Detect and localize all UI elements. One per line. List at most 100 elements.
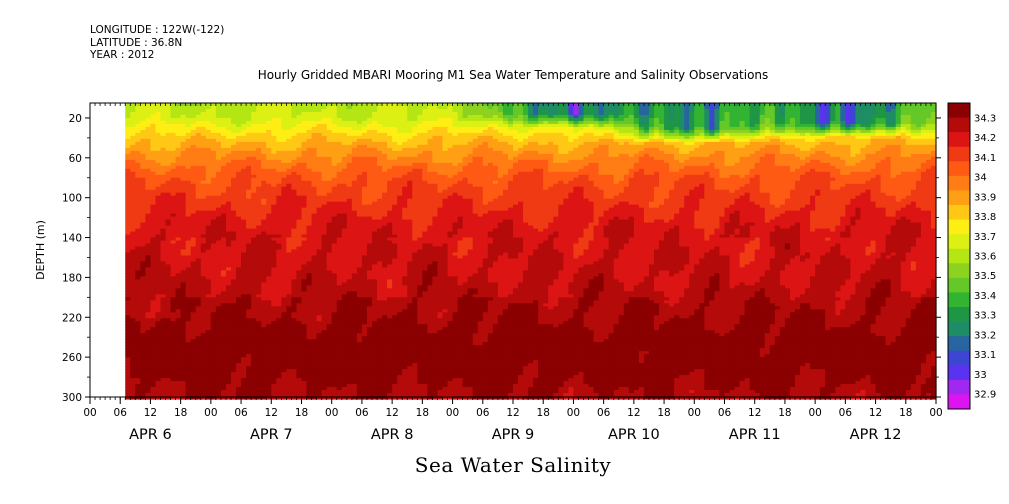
heatmap-cell xyxy=(125,366,131,370)
heatmap-cell xyxy=(130,345,136,349)
heatmap-cell xyxy=(165,186,172,191)
heatmap-cell xyxy=(175,180,182,185)
heatmap-cell xyxy=(170,210,177,215)
heatmap-cell xyxy=(135,282,141,286)
heatmap-cell xyxy=(170,174,177,179)
heatmap-cell xyxy=(140,321,146,325)
heatmap-cell xyxy=(130,303,136,307)
heatmap-cell xyxy=(155,384,162,388)
heatmap-cell xyxy=(155,225,162,230)
heatmap-cell xyxy=(135,117,141,122)
heatmap-cell xyxy=(140,396,146,400)
heatmap-cell xyxy=(175,393,182,397)
heatmap-cell xyxy=(145,219,152,224)
heatmap-cell xyxy=(185,105,192,110)
heatmap-cell xyxy=(190,249,197,254)
heatmap-cell xyxy=(145,282,152,286)
heatmap-cell xyxy=(135,261,141,266)
heatmap-cell xyxy=(165,180,172,185)
heatmap-cell xyxy=(145,297,152,301)
heatmap-cell xyxy=(155,240,162,245)
heatmap-cell xyxy=(135,384,141,388)
heatmap-cell xyxy=(165,198,172,203)
heatmap-cell xyxy=(160,126,167,131)
heatmap-cell xyxy=(130,156,136,161)
heatmap-cell xyxy=(130,192,136,197)
heatmap-cell xyxy=(155,204,162,209)
heatmap-cell xyxy=(165,372,172,376)
heatmap-cell xyxy=(135,159,141,164)
heatmap-cell xyxy=(150,138,157,143)
heatmap-cell xyxy=(160,369,167,373)
heatmap-cell xyxy=(195,312,202,316)
heatmap-cell xyxy=(180,144,187,149)
heatmap-cell xyxy=(185,333,192,337)
heatmap-cell xyxy=(125,282,131,286)
heatmap-cell xyxy=(175,174,182,179)
heatmap-cell xyxy=(150,192,157,197)
heatmap-cell xyxy=(155,150,162,155)
heatmap-cell xyxy=(140,237,146,242)
heatmap-cell xyxy=(150,225,157,230)
heatmap-cell xyxy=(190,339,197,343)
heatmap-cell xyxy=(135,270,141,275)
heatmap-cell xyxy=(130,372,136,376)
heatmap-cell xyxy=(160,234,167,239)
heatmap-cell xyxy=(195,144,202,149)
heatmap-cell xyxy=(125,132,131,137)
heatmap-cell xyxy=(150,135,157,140)
heatmap-cell xyxy=(130,174,136,179)
heatmap-cell xyxy=(185,336,192,340)
heatmap-cell xyxy=(195,366,202,370)
heatmap-cell xyxy=(125,291,131,295)
heatmap-cell xyxy=(135,330,141,334)
heatmap-cell xyxy=(125,180,131,185)
heatmap-cell xyxy=(135,216,141,221)
heatmap-cell xyxy=(155,294,162,298)
heatmap-cell xyxy=(185,111,192,116)
heatmap-cell xyxy=(135,207,141,212)
heatmap-cell xyxy=(190,228,197,233)
heatmap-cell xyxy=(140,138,146,143)
heatmap-cell xyxy=(135,105,141,110)
heatmap-cell xyxy=(165,246,172,251)
heatmap-cell xyxy=(185,324,192,328)
heatmap-cell xyxy=(125,108,131,113)
heatmap-cell xyxy=(175,276,182,280)
heatmap-cell xyxy=(175,108,182,113)
heatmap-cell xyxy=(170,237,177,242)
heatmap-cell xyxy=(160,225,167,230)
heatmap-cell xyxy=(195,261,202,266)
heatmap-cell xyxy=(125,168,131,173)
heatmap-cell xyxy=(160,216,167,221)
heatmap-cell xyxy=(165,333,172,337)
heatmap-cell xyxy=(125,354,131,358)
heatmap-cell xyxy=(195,279,202,283)
heatmap-cell xyxy=(165,165,172,170)
heatmap-cell xyxy=(185,123,192,128)
heatmap-cell xyxy=(170,270,177,275)
heatmap-cell xyxy=(145,144,152,149)
heatmap-cell xyxy=(145,210,152,215)
heatmap-cell xyxy=(135,147,141,152)
heatmap-cell xyxy=(145,162,152,167)
heatmap-cell xyxy=(145,336,152,340)
heatmap-cell xyxy=(190,300,197,304)
heatmap-cell xyxy=(170,384,177,388)
heatmap-cell xyxy=(130,318,136,322)
heatmap-cell xyxy=(190,213,197,218)
heatmap-cell xyxy=(160,321,167,325)
heatmap-cell xyxy=(195,108,202,113)
heatmap-cell xyxy=(130,351,136,355)
heatmap-cell xyxy=(145,384,152,388)
heatmap-cell xyxy=(140,132,146,137)
heatmap-cell xyxy=(180,324,187,328)
heatmap-cell xyxy=(185,225,192,230)
heatmap-cell xyxy=(145,306,152,310)
heatmap-cell xyxy=(140,279,146,283)
heatmap-cell xyxy=(165,318,172,322)
heatmap-cell xyxy=(175,285,182,289)
heatmap-cell xyxy=(145,276,152,280)
heatmap-cell xyxy=(160,372,167,376)
heatmap-cell xyxy=(150,336,157,340)
